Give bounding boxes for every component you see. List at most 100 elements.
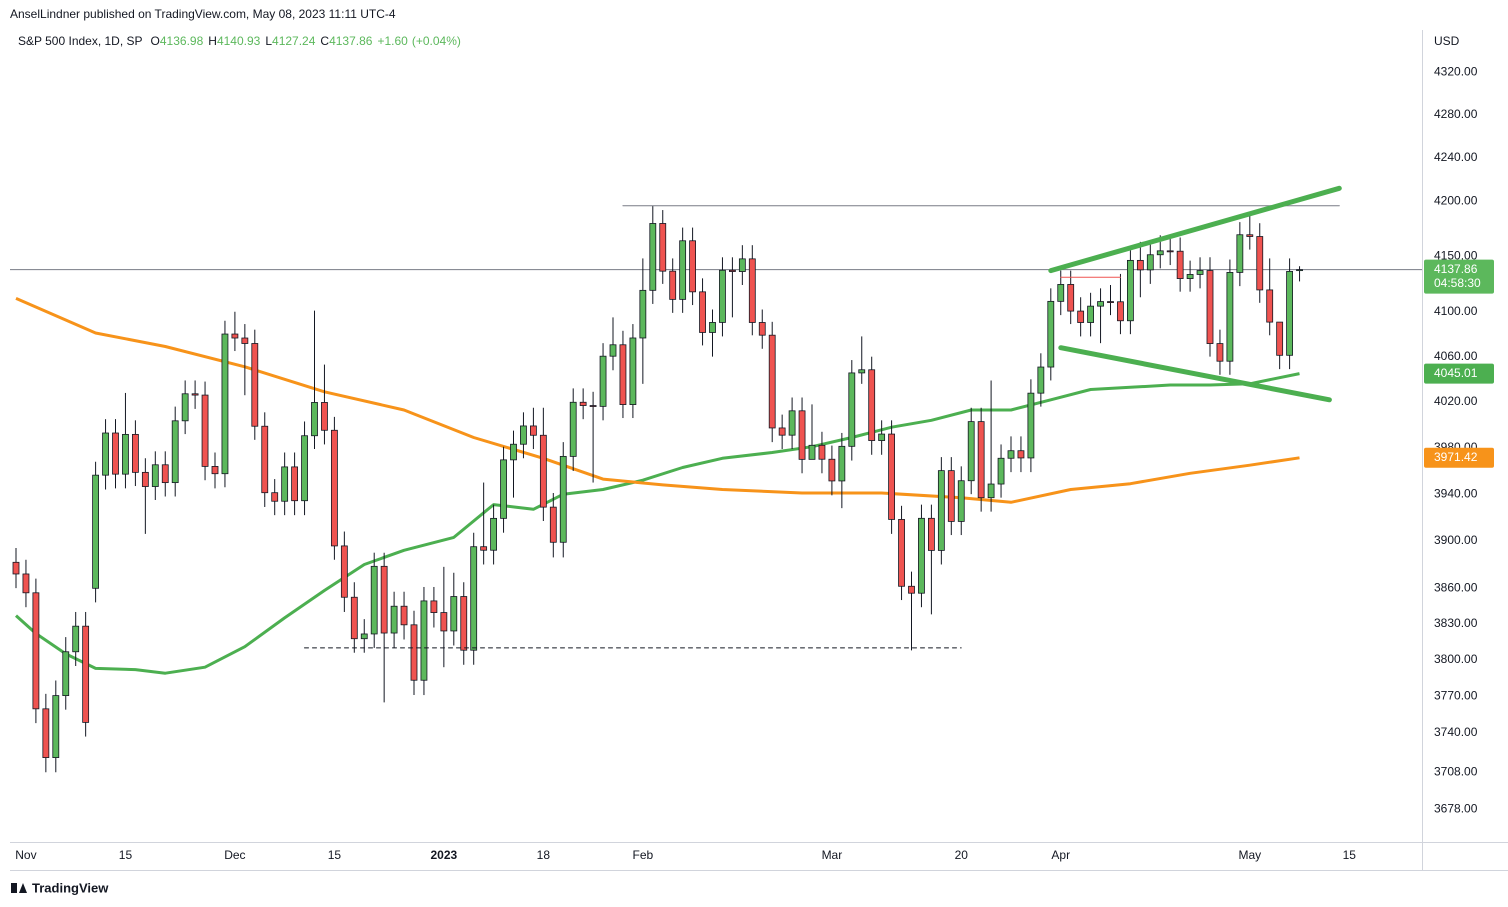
candle-body: [838, 445, 846, 482]
candle-body: [171, 420, 179, 484]
y-tick-label: 4150.00: [1434, 248, 1478, 262]
candle-body: [1017, 450, 1025, 459]
candle-body: [649, 223, 657, 291]
y-tick-label: 4200.00: [1434, 193, 1478, 207]
candle-body: [62, 651, 70, 697]
x-tick-label: 15: [119, 848, 133, 862]
candle-body: [141, 471, 149, 487]
candle-body: [1296, 269, 1303, 272]
x-tick-label: Dec: [224, 848, 245, 862]
candle-body: [360, 633, 368, 640]
price-label: 3971.42: [1434, 450, 1478, 464]
candle-body: [470, 546, 478, 651]
candle-body: [1127, 259, 1134, 322]
candle-body: [579, 401, 587, 406]
candle-body: [1067, 284, 1075, 312]
candle-body: [251, 343, 259, 427]
candle-body: [102, 432, 109, 476]
candle-body: [699, 291, 706, 333]
candle-body: [868, 369, 876, 441]
candle-body: [1057, 284, 1065, 302]
candle-body: [261, 425, 269, 494]
x-tick-label: Nov: [15, 848, 36, 862]
candle-body: [221, 333, 229, 475]
candle-body: [1107, 301, 1114, 303]
candle-body: [1136, 259, 1144, 271]
candle-body: [271, 492, 279, 502]
x-tick-label: Mar: [822, 848, 843, 862]
candle-body: [1256, 236, 1264, 291]
candle-body: [719, 269, 726, 323]
logo: [11, 883, 27, 893]
candle-body: [997, 457, 1005, 485]
candle-body: [82, 625, 90, 723]
moving-average: [14, 372, 1300, 675]
candle-body: [1236, 234, 1244, 273]
candle-body: [629, 337, 637, 405]
candle-body: [1097, 301, 1104, 307]
candle-body: [201, 394, 209, 467]
legend-text: 4127.24: [272, 34, 316, 48]
candle-body: [231, 333, 239, 339]
y-tick-label: 3940.00: [1434, 486, 1478, 500]
candle-body: [1266, 289, 1274, 323]
candle-body: [241, 337, 249, 344]
candle-body: [828, 458, 836, 482]
candle-body: [1027, 392, 1035, 459]
candle-body: [609, 344, 617, 357]
candle-body: [589, 405, 597, 407]
candle-body: [569, 401, 577, 457]
candle-body: [918, 517, 925, 594]
candle-body: [1087, 305, 1094, 323]
candle-body: [808, 444, 816, 460]
y-tick-label: 3678.00: [1434, 802, 1478, 816]
candle-body: [1007, 450, 1015, 459]
price-label-box: [1424, 259, 1494, 294]
candle-body: [729, 269, 736, 272]
candle-body: [311, 402, 318, 437]
candle-body: [340, 545, 348, 598]
legend-text: 4140.93: [217, 34, 261, 48]
candle-body: [400, 605, 408, 626]
y-tick-label: 3740.00: [1434, 725, 1478, 739]
x-tick-label: 18: [537, 848, 551, 862]
candle-body: [480, 546, 488, 551]
candle-body: [798, 410, 806, 460]
legend-line: S&P 500 Index, 1D, SP O4136.98 H4140.93 L41…: [18, 34, 461, 48]
candle-body: [500, 459, 507, 519]
candle-body: [1166, 250, 1174, 253]
plot-area: [10, 185, 1422, 773]
candle-body: [12, 561, 20, 575]
price-label: 4137.86: [1434, 262, 1478, 276]
candle-body: [72, 625, 80, 653]
y-tick-label: 3770.00: [1434, 688, 1478, 702]
candle-body: [709, 322, 716, 333]
candle-body: [151, 464, 159, 487]
candle-body: [689, 240, 696, 293]
y-tick-label: 3900.00: [1434, 533, 1478, 547]
countdown: 04:58:30: [1434, 276, 1481, 290]
y-tick-label: 3830.00: [1434, 616, 1478, 630]
y-tick-label: 4100.00: [1434, 304, 1478, 318]
candle-body: [191, 393, 199, 396]
candle-body: [878, 433, 886, 441]
legend-text: +1.60: [377, 34, 408, 48]
y-tick-label: 4240.00: [1434, 150, 1478, 164]
candle-body: [42, 708, 50, 758]
candle-body: [291, 466, 299, 502]
candle-body: [1226, 272, 1234, 362]
x-tick-label: 20: [955, 848, 969, 862]
candle-body: [420, 600, 428, 681]
x-tick-label: Feb: [633, 848, 654, 862]
y-tick-label: 4060.00: [1434, 349, 1478, 363]
x-tick-label: 2023: [430, 848, 457, 862]
candle-body: [738, 258, 746, 272]
candle-body: [430, 600, 438, 613]
price-label-box: [1424, 363, 1494, 384]
candle-body: [370, 565, 378, 635]
candle-body: [758, 322, 766, 336]
candle-body: [1276, 321, 1284, 356]
candle-body: [898, 519, 905, 587]
candle-body: [301, 435, 308, 502]
candle-body: [161, 464, 169, 484]
